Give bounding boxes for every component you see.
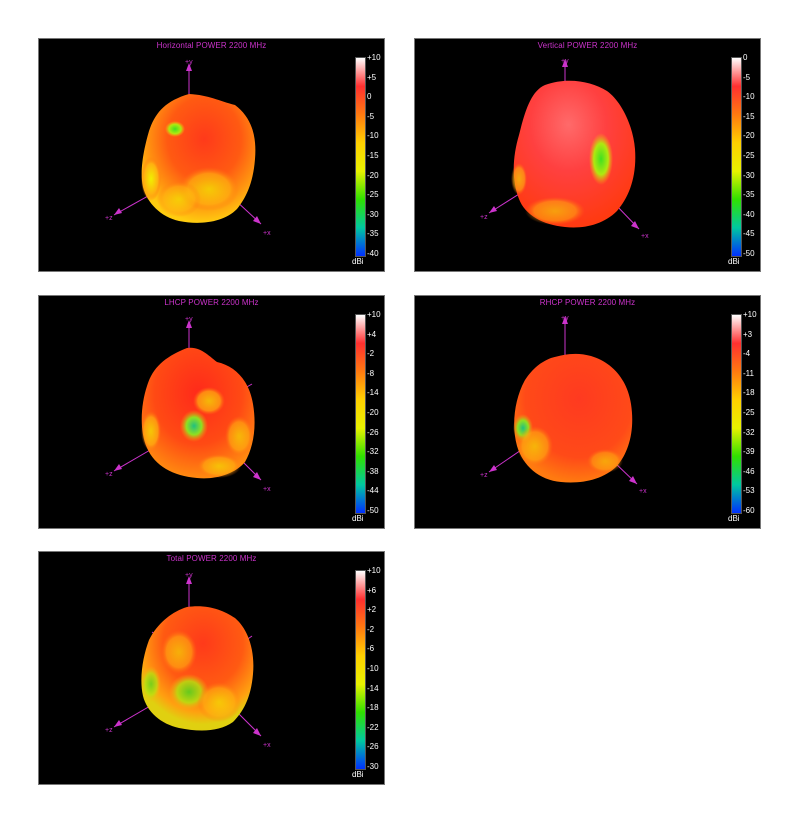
- colorbar-tick: +10: [743, 310, 757, 319]
- colorbar-tick: -20: [743, 131, 755, 141]
- axis-x-label: +x: [639, 488, 647, 495]
- total-power-panel: +y +z +x Total POWER 2200 MHz +10 +6 +2 …: [38, 551, 385, 785]
- colorbar-tick: -32: [743, 427, 755, 437]
- colorbar-tick: +10: [367, 566, 381, 575]
- colorbar-tick: -44: [367, 486, 379, 496]
- colorbar-tick: -25: [743, 151, 755, 160]
- colorbar-tick: -40: [743, 209, 755, 219]
- colorbar-tick: -35: [367, 229, 379, 239]
- colorbar: [731, 314, 742, 514]
- axis-x-label: +x: [263, 742, 271, 749]
- colorbar-unit: dBi: [728, 514, 740, 523]
- colorbar-tick: -2: [367, 349, 375, 359]
- colorbar-tick: -14: [367, 388, 379, 398]
- colorbar-tick: -20: [367, 408, 379, 417]
- colorbar-tick: 0: [743, 53, 748, 62]
- colorbar-tick: -35: [743, 190, 755, 200]
- colorbar-tick: -30: [743, 170, 755, 180]
- colorbar-tick: +2: [367, 605, 377, 615]
- axis-x-label: +x: [263, 486, 271, 493]
- colorbar-tick: -30: [367, 209, 379, 219]
- axis-y-label: +y: [561, 315, 569, 322]
- radiation-pattern-3d: +y +z +x: [105, 59, 271, 237]
- colorbar-tick: -39: [743, 447, 755, 457]
- colorbar-tick: +3: [743, 329, 753, 339]
- colorbar-unit: dBi: [352, 514, 364, 523]
- axis-y-label: +y: [185, 316, 193, 323]
- colorbar-tick: -30: [367, 762, 379, 771]
- axis-x-label: +x: [641, 233, 649, 240]
- colorbar-tick: -15: [743, 111, 755, 121]
- axis-z-label: +z: [480, 472, 488, 479]
- colorbar: [355, 570, 366, 770]
- colorbar-tick: -15: [367, 151, 379, 160]
- colorbar-tick: +10: [367, 310, 381, 319]
- colorbar-tick: -38: [367, 466, 379, 476]
- colorbar-tick: -26: [367, 742, 379, 752]
- panel-title: RHCP POWER 2200 MHz: [539, 298, 636, 307]
- colorbar: [355, 57, 366, 257]
- colorbar-tick: -18: [367, 703, 379, 713]
- colorbar: [731, 57, 742, 257]
- axis-y-label: +y: [185, 59, 193, 66]
- colorbar: [355, 314, 366, 514]
- colorbar-tick: -32: [367, 447, 379, 457]
- colorbar-tick: +4: [367, 329, 377, 339]
- axis-y-label: +y: [185, 572, 193, 579]
- colorbar-tick: -6: [367, 644, 375, 654]
- radiation-pattern-3d: +y +z +x: [480, 315, 647, 495]
- colorbar-tick: -25: [743, 408, 755, 417]
- colorbar-tick: -5: [367, 111, 375, 121]
- colorbar-tick: -40: [367, 249, 379, 258]
- rhcp-power-panel: +y +z +x RHCP POWER 2200 MHz +10 +3 -4 -…: [414, 295, 761, 529]
- colorbar-tick: +6: [367, 585, 377, 595]
- vertical-power-panel: +y +z +x Vertical POWER 2200 MHz 0 -5 -1…: [414, 38, 761, 272]
- colorbar-tick: -60: [743, 506, 755, 515]
- colorbar-unit: dBi: [352, 257, 364, 266]
- colorbar-tick: +10: [367, 53, 381, 62]
- colorbar-tick: -5: [743, 72, 751, 82]
- colorbar-tick: -22: [367, 722, 379, 732]
- colorbar-tick: +5: [367, 72, 377, 82]
- colorbar-tick: -45: [743, 229, 755, 239]
- radiation-pattern-3d: +y +z +x: [105, 572, 271, 749]
- colorbar-unit: dBi: [728, 257, 740, 266]
- colorbar-tick: -46: [743, 466, 755, 476]
- radiation-pattern-3d: +y +z +x: [105, 316, 271, 493]
- colorbar-tick: -50: [743, 249, 755, 258]
- lhcp-power-panel: +y +z +x LHCP POWER 2200 MHz +10 +4 -2 -…: [38, 295, 385, 529]
- colorbar-tick: -26: [367, 427, 379, 437]
- colorbar-tick: -11: [743, 368, 754, 378]
- colorbar-tick: -50: [367, 506, 379, 515]
- radiation-pattern-3d: +y +z +x: [480, 58, 649, 240]
- colorbar-tick: -18: [743, 388, 755, 398]
- axis-z-label: +z: [105, 215, 113, 222]
- colorbar-tick: -4: [743, 349, 751, 359]
- colorbar-tick: 0: [367, 92, 372, 102]
- colorbar-tick: -25: [367, 190, 379, 200]
- colorbar-tick: -10: [367, 131, 379, 141]
- horizontal-power-panel: +y +z +x Horizontal POWER 2200 MHz +10 +…: [38, 38, 385, 272]
- panel-title: LHCP POWER 2200 MHz: [164, 298, 259, 307]
- colorbar-tick: -8: [367, 368, 375, 378]
- axis-z-label: +z: [105, 471, 113, 478]
- panel-title: Horizontal POWER 2200 MHz: [156, 41, 267, 50]
- panel-title: Vertical POWER 2200 MHz: [537, 41, 638, 50]
- axis-x-label: +x: [263, 230, 271, 237]
- colorbar-tick: -2: [367, 624, 375, 634]
- colorbar-tick: -14: [367, 683, 379, 693]
- axis-z-label: +z: [480, 214, 488, 221]
- axis-y-label: +y: [561, 58, 569, 65]
- colorbar-tick: -10: [743, 92, 755, 102]
- panel-title: Total POWER 2200 MHz: [166, 554, 257, 563]
- axis-z-label: +z: [105, 727, 113, 734]
- colorbar-tick: -20: [367, 170, 379, 180]
- colorbar-tick: -53: [743, 486, 755, 496]
- colorbar-unit: dBi: [352, 770, 364, 779]
- colorbar-tick: -10: [367, 664, 379, 673]
